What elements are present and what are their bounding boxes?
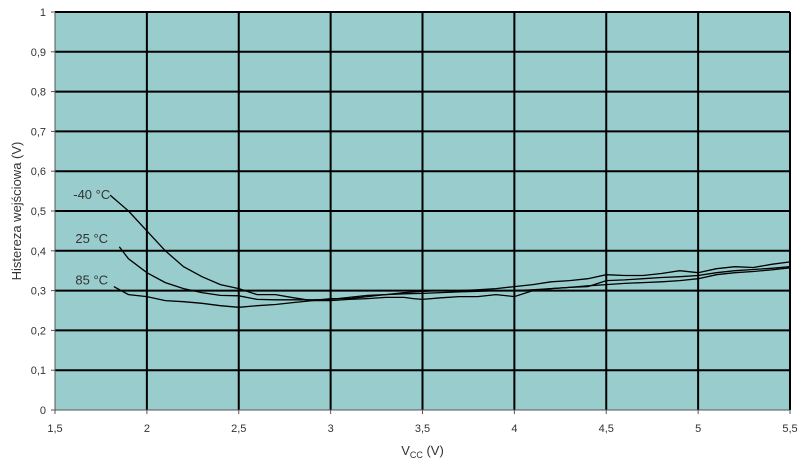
x-tick-label: 3,5 [415,423,430,435]
curve-label-1: -40 °C [73,187,110,202]
x-axis-title-main: V [401,443,410,458]
series-line-2 [118,246,791,301]
curve-label-2: 25 °C [75,231,108,246]
x-tick-label: 2 [144,423,150,435]
x-tick-labels: 1,5 2 2,5 3 3,5 4 4,5 5 5,5 [47,423,797,435]
x-tick-label: 5,5 [782,423,797,435]
x-axis-title: VCC (V) [401,443,444,460]
y-tick-label: 0,4 [31,246,46,258]
y-tick-label: 0,6 [31,166,46,178]
x-axis-title-sub: CC [410,450,423,460]
y-tick-label: 0,9 [31,47,46,59]
y-tick-label: 0 [40,405,46,417]
curve-label-3: 85 °C [75,273,108,288]
y-axis-title: Histereza wejściowa (V) [9,142,24,281]
series-line-1 [109,194,791,302]
series-lines [109,194,791,308]
y-tick-label: 0,7 [31,126,46,138]
y-tick-label: 1 [40,7,46,19]
y-tick-label: 0,2 [31,325,46,337]
x-tick-label: 2,5 [231,423,246,435]
curve-labels: -40 °C 25 °C 85 °C [73,187,110,288]
grid-lines [51,11,791,414]
y-tick-label: 0,1 [31,365,46,377]
x-tick-label: 4,5 [599,423,614,435]
y-tick-label: 0,8 [31,87,46,99]
x-axis-title-unit: (V) [423,443,444,458]
x-tick-label: 3 [328,423,334,435]
x-tick-label: 4 [511,423,517,435]
x-tick-label: 5 [695,423,701,435]
series-line-3 [113,261,791,308]
x-tick-label: 1,5 [47,423,62,435]
y-tick-label: 0,3 [31,286,46,298]
y-tick-labels: 0 0,1 0,2 0,3 0,4 0,5 0,6 0,7 0,8 0,9 1 [31,7,46,417]
y-tick-label: 0,5 [31,206,46,218]
